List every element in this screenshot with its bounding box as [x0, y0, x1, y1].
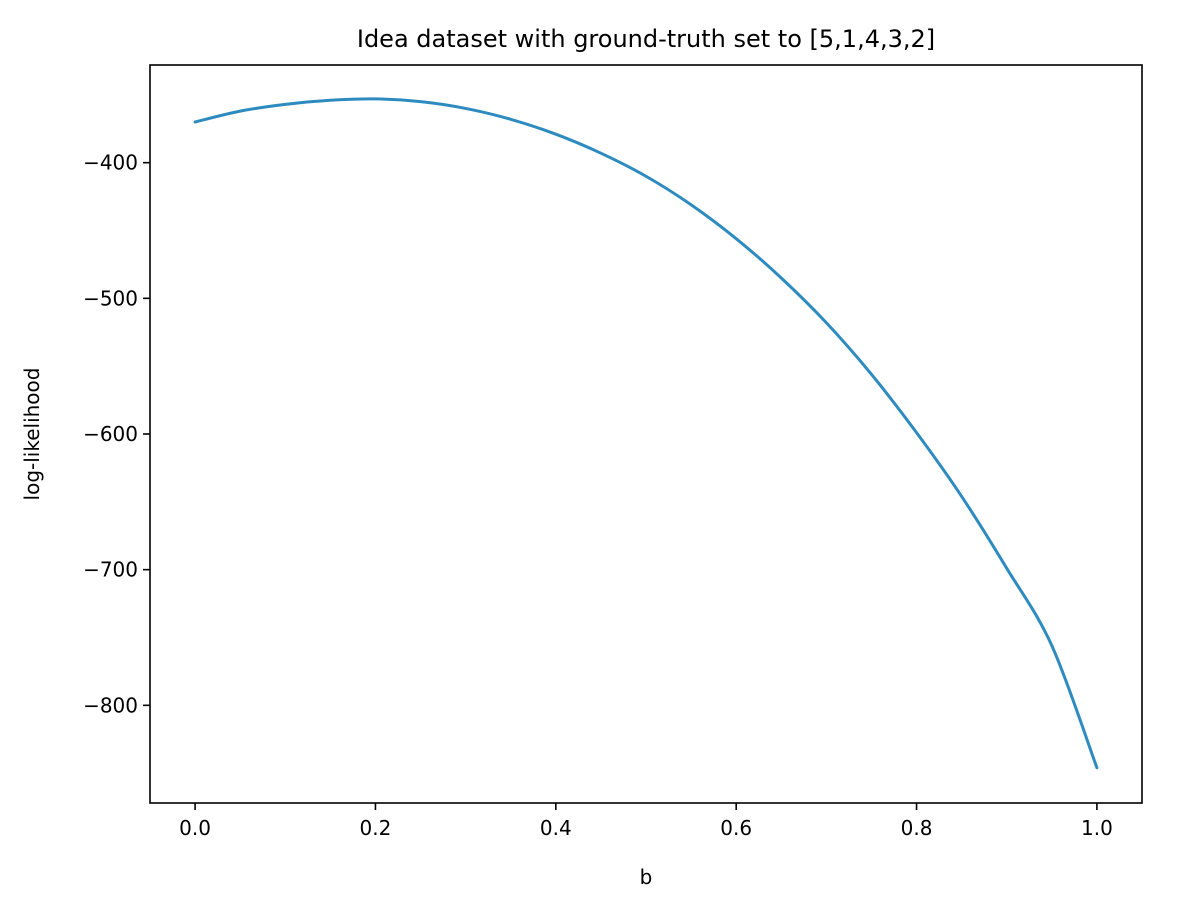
x-tick-label: 0.4 — [540, 816, 572, 840]
y-axis-ticks: −400 −500 −600 −700 −800 — [83, 151, 150, 717]
y-tick-label: −500 — [83, 286, 138, 310]
series-layer — [193, 97, 1099, 770]
x-tick-label: 1.0 — [1081, 816, 1113, 840]
chart-title: Idea dataset with ground-truth set to [5… — [357, 25, 935, 53]
y-axis-label: log-likelihood — [20, 368, 44, 501]
y-tick-label: −600 — [83, 422, 138, 446]
series-line — [193, 97, 1099, 770]
x-axis-ticks: 0.0 0.2 0.4 0.6 0.8 1.0 — [179, 803, 1113, 840]
x-tick-label: 0.0 — [179, 816, 211, 840]
y-tick-label: −700 — [83, 558, 138, 582]
y-tick-label: −400 — [83, 151, 138, 175]
y-tick-label: −800 — [83, 693, 138, 717]
x-tick-label: 0.6 — [720, 816, 752, 840]
x-tick-label: 0.2 — [360, 816, 392, 840]
x-tick-label: 0.8 — [901, 816, 933, 840]
x-axis-label: b — [640, 865, 653, 889]
